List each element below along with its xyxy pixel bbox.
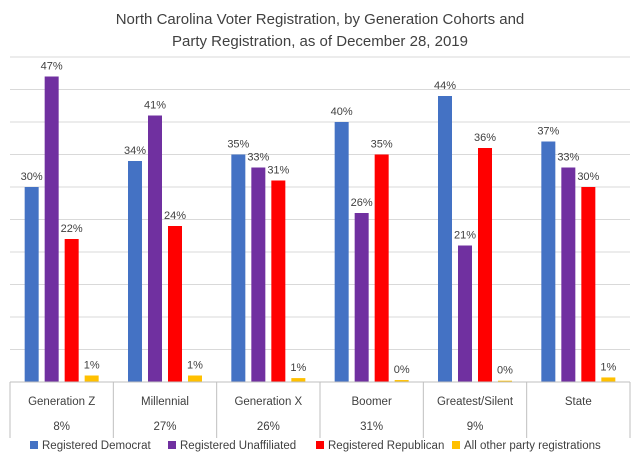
bar	[458, 245, 472, 382]
bar	[498, 380, 512, 382]
bars	[24, 76, 616, 382]
legend: Registered Democrat Registered Unaffiliat…	[30, 440, 601, 452]
legend-label: Registered Republican	[328, 440, 444, 452]
bar	[188, 375, 202, 382]
bar	[394, 380, 409, 382]
category-share-label: 26%	[257, 421, 280, 433]
data-label: 26%	[351, 197, 373, 209]
category-label: Generation X	[234, 396, 302, 408]
data-label: 0%	[394, 364, 410, 376]
data-labels: 30%47%22%1%34%41%24%1%35%33%31%1%40%26%3…	[21, 61, 617, 377]
bar	[541, 141, 556, 382]
data-label: 37%	[537, 126, 559, 138]
data-label: 1%	[187, 360, 203, 372]
data-label: 1%	[600, 361, 616, 373]
data-label: 33%	[247, 152, 269, 164]
category-share-label: 27%	[153, 421, 176, 433]
bar	[271, 180, 286, 382]
data-label: 35%	[227, 139, 249, 151]
data-label: 33%	[557, 152, 579, 164]
bar	[291, 378, 306, 382]
data-label: 21%	[454, 230, 476, 242]
category-share-label: 31%	[360, 421, 383, 433]
bar	[374, 154, 389, 382]
category-label: Greatest/Silent	[437, 396, 514, 408]
bar	[438, 96, 452, 382]
legend-swatch	[316, 441, 324, 449]
legend-swatch	[168, 441, 176, 449]
bar	[84, 375, 99, 382]
legend-swatch	[452, 441, 460, 449]
legend-swatch	[30, 441, 38, 449]
data-label: 36%	[474, 132, 496, 144]
data-label: 44%	[434, 80, 456, 92]
category-share-label: 9%	[467, 421, 484, 433]
category-label: State	[565, 396, 592, 408]
data-label: 34%	[124, 145, 146, 157]
bar	[581, 187, 596, 382]
category-label: Boomer	[352, 396, 392, 408]
data-label: 22%	[61, 223, 83, 235]
data-label: 41%	[144, 100, 166, 112]
category-label: Millennial	[141, 396, 189, 408]
data-label: 40%	[331, 106, 353, 118]
legend-label: All other party registrations	[464, 440, 601, 452]
gridlines	[10, 56, 630, 383]
category-label: Generation Z	[28, 396, 95, 408]
data-label: 47%	[41, 61, 63, 73]
x-axis: Generation Z 8% Millennial 27% Generation X 2…	[9, 381, 631, 438]
bar	[478, 148, 492, 382]
bar	[168, 226, 182, 382]
data-label: 24%	[164, 210, 186, 222]
category-share-label: 8%	[53, 421, 70, 433]
data-label: 35%	[371, 139, 393, 151]
bar	[44, 76, 59, 382]
data-label: 30%	[577, 171, 599, 183]
bar	[561, 167, 576, 382]
data-label: 0%	[497, 365, 513, 377]
bar	[231, 154, 246, 382]
data-label: 1%	[84, 360, 100, 372]
legend-label: Registered Democrat	[42, 440, 151, 452]
bar	[148, 115, 162, 382]
chart-title-line-2: Party Registration, as of December 28, 2…	[172, 33, 468, 50]
bar	[64, 239, 79, 382]
data-label: 1%	[290, 362, 306, 374]
data-label: 30%	[21, 171, 43, 183]
bar	[354, 213, 369, 382]
bar	[601, 377, 616, 382]
bar	[24, 187, 39, 382]
legend-label: Registered Unaffiliated	[180, 440, 296, 452]
bar	[334, 122, 349, 382]
bar	[128, 161, 142, 382]
data-label: 31%	[267, 165, 289, 177]
chart-title-line-1: North Carolina Voter Registration, by Ge…	[116, 11, 525, 28]
bar	[251, 167, 266, 382]
